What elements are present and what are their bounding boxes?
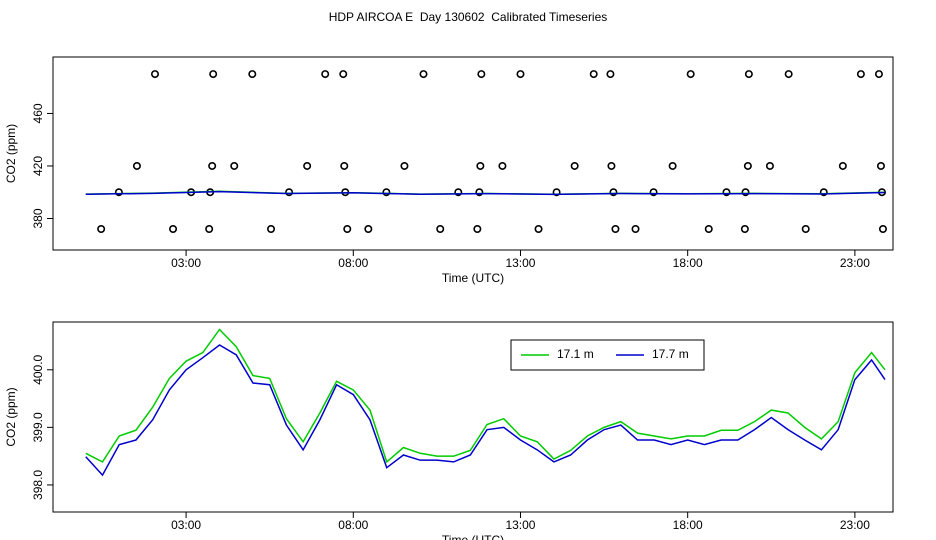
- x-tick-label: 18:00: [673, 518, 703, 532]
- x-tick-label: 08:00: [338, 256, 368, 270]
- data-point: [248, 70, 257, 79]
- y-tick-label: 398.0: [31, 470, 45, 500]
- data-point: [114, 188, 123, 197]
- data-point: [534, 224, 543, 233]
- data-point: [784, 70, 793, 79]
- x-tick-label: 13:00: [505, 518, 535, 532]
- data-point: [150, 70, 159, 79]
- data-point: [339, 70, 348, 79]
- data-point: [611, 224, 620, 233]
- data-line: [85, 190, 885, 196]
- data-point: [364, 224, 373, 233]
- legend-label: 17.1 m: [557, 347, 594, 361]
- x-tick-label: 03:00: [171, 256, 201, 270]
- data-point: [476, 161, 485, 170]
- y-tick-label: 400.0: [31, 354, 45, 384]
- data-point: [436, 224, 445, 233]
- plot-frame: [52, 56, 894, 251]
- data-point: [419, 70, 428, 79]
- data-point: [382, 188, 391, 197]
- data-point: [631, 224, 640, 233]
- y-axis-title: CO2 (ppm): [4, 387, 18, 446]
- data-point: [649, 188, 658, 197]
- y-tick-label: 460: [31, 103, 45, 123]
- data-point: [744, 70, 753, 79]
- data-point: [97, 224, 106, 233]
- data-point: [209, 70, 218, 79]
- x-tick-label: 23:00: [840, 256, 870, 270]
- data-point: [606, 70, 615, 79]
- x-tick-label: 13:00: [505, 256, 535, 270]
- data-point: [589, 70, 598, 79]
- data-point: [516, 70, 525, 79]
- data-point: [765, 161, 774, 170]
- page-title: HDP AIRCOA E Day 130602 Calibrated Times…: [329, 10, 608, 24]
- data-point: [668, 161, 677, 170]
- data-point: [205, 224, 214, 233]
- y-tick-label: 380: [31, 208, 45, 228]
- data-point: [230, 161, 239, 170]
- data-point: [473, 224, 482, 233]
- data-point: [132, 161, 141, 170]
- x-tick-label: 08:00: [338, 518, 368, 532]
- data-point: [743, 161, 752, 170]
- data-line: [85, 328, 886, 464]
- data-line: [85, 344, 886, 477]
- x-axis-title: Time (UTC): [442, 271, 504, 285]
- data-point: [267, 224, 276, 233]
- data-point: [400, 161, 409, 170]
- data-point: [704, 224, 713, 233]
- data-point: [878, 224, 887, 233]
- data-point: [838, 161, 847, 170]
- legend-label: 17.7 m: [652, 347, 689, 361]
- data-point: [321, 70, 330, 79]
- y-axis-title: CO2 (ppm): [4, 124, 18, 183]
- y-tick-label: 399.0: [31, 412, 45, 442]
- data-point: [208, 161, 217, 170]
- data-point: [607, 161, 616, 170]
- data-point: [856, 70, 865, 79]
- x-tick-label: 03:00: [171, 518, 201, 532]
- data-point: [477, 70, 486, 79]
- x-axis-title: Time (UTC): [442, 533, 504, 540]
- data-point: [454, 188, 463, 197]
- data-point: [819, 188, 828, 197]
- y-tick-label: 420: [31, 156, 45, 176]
- data-point: [609, 188, 618, 197]
- data-point: [740, 224, 749, 233]
- data-point: [876, 161, 885, 170]
- x-tick-label: 23:00: [840, 518, 870, 532]
- data-point: [741, 188, 750, 197]
- plot-frame: [52, 321, 894, 513]
- data-point: [285, 188, 294, 197]
- data-point: [475, 188, 484, 197]
- x-tick-label: 18:00: [673, 256, 703, 270]
- data-point: [340, 161, 349, 170]
- data-point: [169, 224, 178, 233]
- data-point: [722, 188, 731, 197]
- data-point: [874, 70, 883, 79]
- data-point: [498, 161, 507, 170]
- data-point: [570, 161, 579, 170]
- data-point: [801, 224, 810, 233]
- data-point: [343, 224, 352, 233]
- data-point: [686, 70, 695, 79]
- data-point: [303, 161, 312, 170]
- data-point: [552, 188, 561, 197]
